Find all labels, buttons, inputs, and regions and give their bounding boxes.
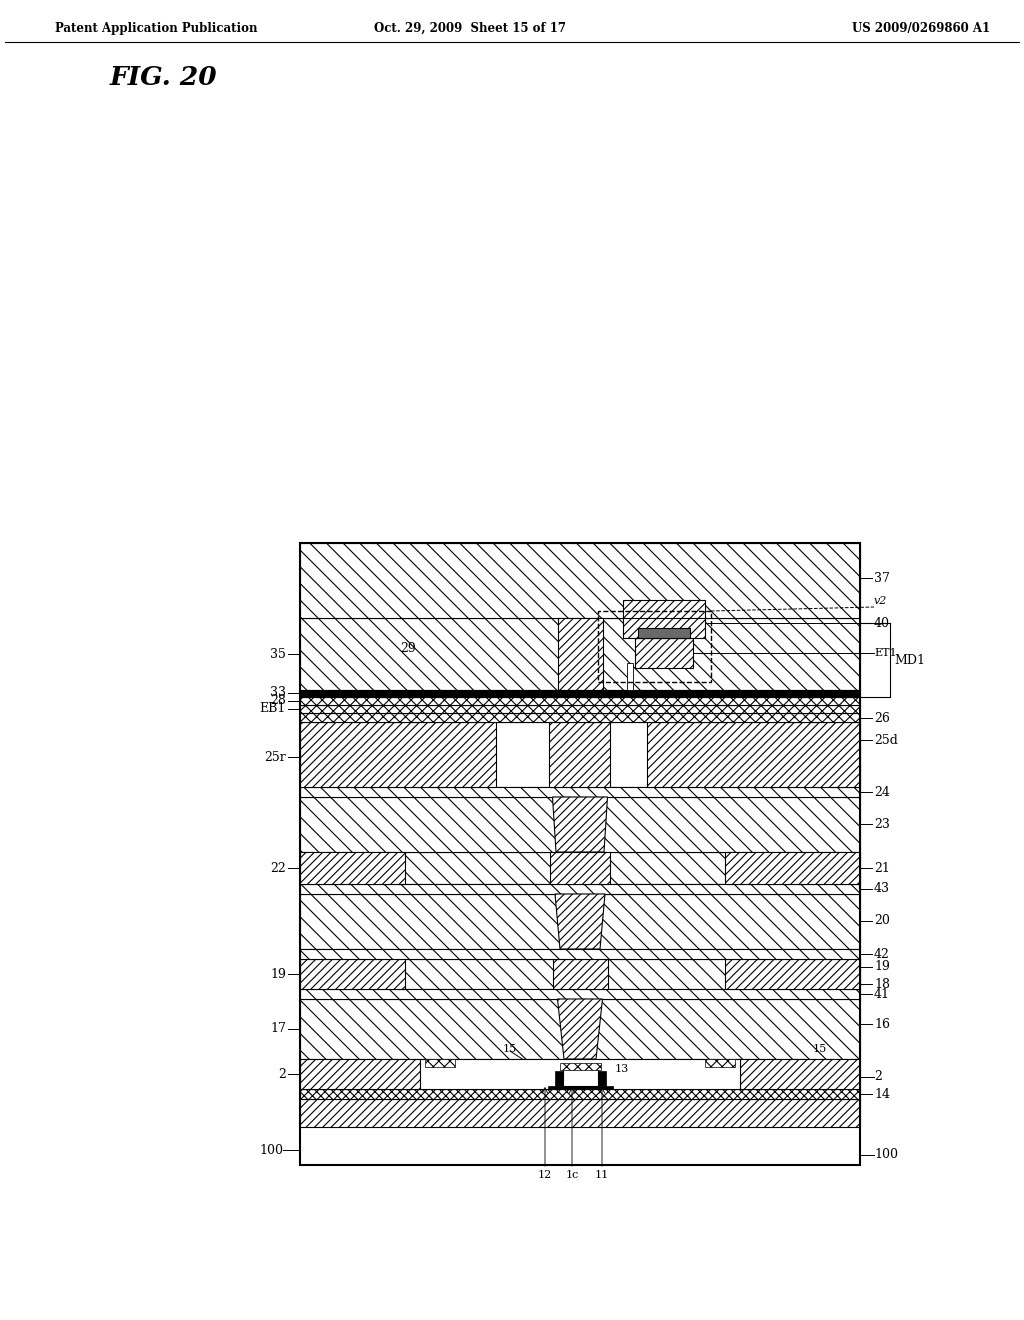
Bar [300, 884, 860, 894]
Text: MD1: MD1 [894, 653, 925, 667]
Text: 37: 37 [874, 572, 890, 585]
Text: 23: 23 [874, 817, 890, 830]
Text: 2: 2 [279, 1068, 286, 1081]
Bar [553, 960, 607, 989]
Bar [300, 787, 860, 797]
Text: 15: 15 [503, 1044, 517, 1053]
Text: 18: 18 [874, 978, 890, 990]
Text: 2: 2 [874, 1071, 882, 1084]
Text: 16: 16 [874, 1018, 890, 1031]
Bar [300, 722, 860, 787]
Bar [555, 1071, 562, 1086]
Bar [425, 1059, 455, 1067]
Bar [300, 1100, 860, 1127]
Bar [300, 851, 406, 884]
Bar [559, 1063, 600, 1071]
Text: 24: 24 [874, 785, 890, 799]
Bar [300, 722, 496, 787]
Text: 17: 17 [270, 1023, 286, 1035]
Bar [623, 601, 705, 618]
Bar [300, 697, 860, 705]
Bar [638, 628, 690, 638]
Bar [725, 960, 860, 989]
Bar [550, 722, 610, 787]
Text: 25r: 25r [264, 751, 286, 763]
Bar [300, 1127, 860, 1166]
Polygon shape [557, 999, 602, 1059]
Text: 26: 26 [874, 711, 890, 725]
Text: 21: 21 [874, 862, 890, 875]
Bar [725, 851, 860, 884]
Text: 28: 28 [270, 694, 286, 708]
Text: 25d: 25d [874, 734, 898, 747]
Bar [562, 1064, 597, 1086]
Text: 40: 40 [874, 616, 890, 630]
Bar [740, 1059, 860, 1089]
Bar [548, 1086, 612, 1089]
Bar [597, 1071, 605, 1086]
Text: ET1: ET1 [874, 648, 897, 657]
Bar [300, 797, 860, 851]
Bar [300, 543, 860, 618]
Bar [300, 705, 860, 713]
Bar [300, 949, 860, 960]
Text: 15: 15 [813, 1044, 827, 1053]
Bar [300, 618, 860, 690]
Text: v2: v2 [874, 597, 888, 606]
Bar [300, 989, 860, 999]
Text: 14: 14 [874, 1088, 890, 1101]
Text: 19: 19 [874, 961, 890, 974]
Polygon shape [555, 894, 605, 949]
Bar [420, 1059, 740, 1089]
Bar [300, 1059, 420, 1089]
Bar [623, 616, 705, 638]
Text: 43: 43 [874, 883, 890, 895]
Text: 22: 22 [270, 862, 286, 875]
Bar [300, 1089, 860, 1100]
Bar [300, 851, 860, 884]
Bar [300, 999, 860, 1059]
Text: 19: 19 [270, 968, 286, 981]
Bar [647, 722, 860, 787]
Bar [300, 690, 860, 697]
Text: EB1: EB1 [260, 702, 286, 715]
Text: 100: 100 [874, 1148, 898, 1162]
Bar [705, 1059, 735, 1067]
Text: 20: 20 [874, 915, 890, 928]
Bar [597, 611, 711, 682]
Text: 12: 12 [538, 1170, 552, 1180]
Text: US 2009/0269860 A1: US 2009/0269860 A1 [852, 22, 990, 36]
Bar [300, 960, 406, 989]
Bar [550, 851, 610, 884]
Text: 41: 41 [874, 987, 890, 1001]
Text: 35: 35 [270, 648, 286, 660]
Bar [627, 663, 633, 690]
Text: 42: 42 [874, 948, 890, 961]
Bar [300, 543, 860, 1166]
Text: 11: 11 [595, 1170, 609, 1180]
Bar [557, 618, 602, 690]
Text: 100: 100 [259, 1143, 283, 1156]
Text: 1c: 1c [565, 1170, 579, 1180]
Text: 13: 13 [615, 1064, 630, 1074]
Text: 33: 33 [270, 686, 286, 700]
Text: Oct. 29, 2009  Sheet 15 of 17: Oct. 29, 2009 Sheet 15 of 17 [374, 22, 566, 36]
Text: Patent Application Publication: Patent Application Publication [55, 22, 257, 36]
Bar [300, 960, 860, 989]
Bar [300, 713, 860, 722]
Text: FIG. 20: FIG. 20 [110, 65, 218, 90]
Bar [635, 638, 693, 668]
Polygon shape [553, 797, 607, 851]
Text: 29: 29 [400, 642, 416, 655]
Bar [300, 894, 860, 949]
